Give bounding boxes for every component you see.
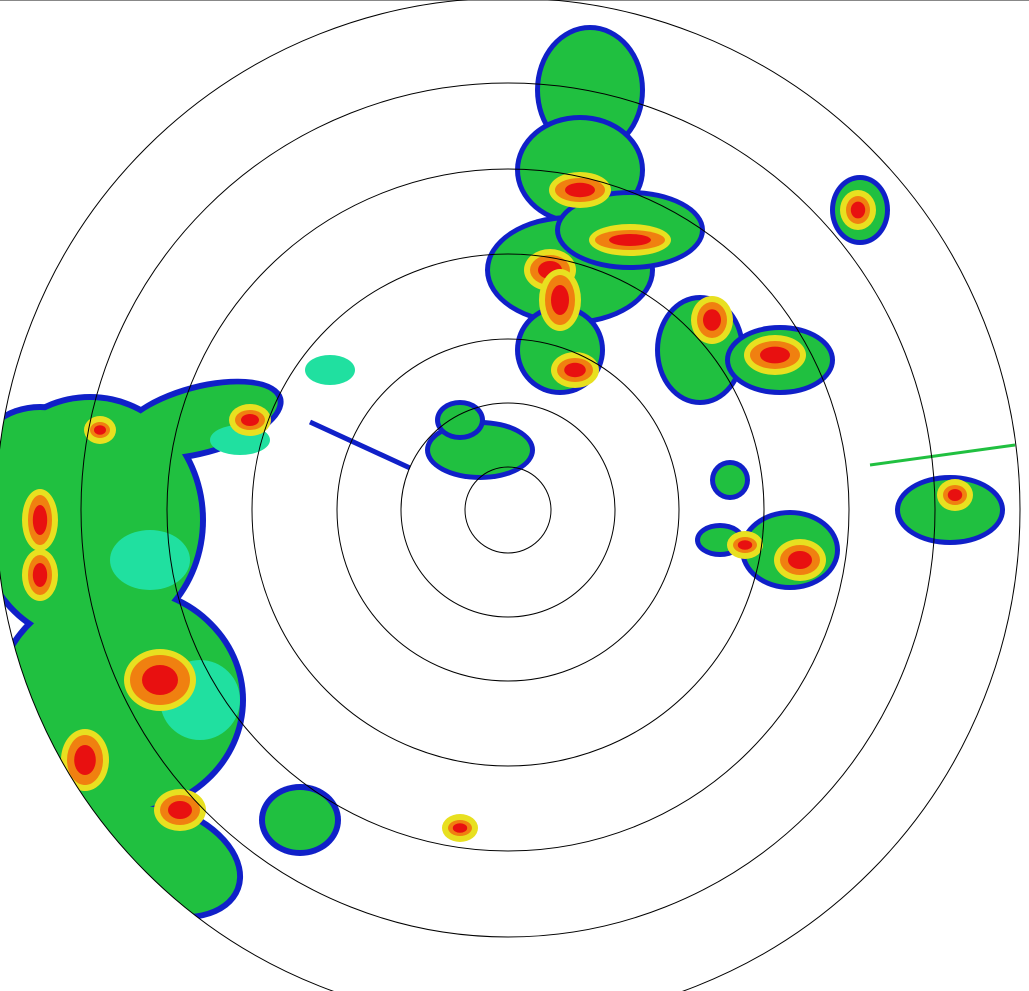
range-ring-3 — [336, 338, 680, 682]
echo-extreme — [74, 745, 96, 775]
echo-extreme — [737, 540, 753, 550]
echo-extreme — [565, 182, 595, 198]
echo-extreme — [788, 551, 812, 569]
echo-extreme — [94, 425, 106, 435]
echo-extreme — [241, 414, 259, 426]
range-ring-5 — [166, 168, 850, 852]
echo-region — [265, 790, 335, 850]
echo-extreme — [32, 505, 48, 535]
window-border — [0, 0, 1029, 1]
echo-extreme — [947, 489, 963, 501]
echo-extreme — [551, 285, 569, 315]
echo-extreme — [452, 823, 468, 833]
echo-extreme — [609, 234, 651, 246]
echo-extreme — [32, 563, 48, 587]
echo-light — [110, 530, 190, 590]
radial-spike — [308, 419, 412, 471]
range-ring-4 — [251, 253, 765, 767]
echo-region — [0, 410, 100, 510]
echo-cell — [440, 405, 480, 435]
echo-cell — [715, 465, 745, 495]
echo-extreme — [703, 309, 721, 331]
echo-extreme — [142, 665, 178, 695]
echo-extreme — [168, 801, 192, 819]
precipitation-echoes — [0, 25, 1016, 921]
echo-extreme — [564, 362, 586, 378]
range-ring-2 — [400, 402, 616, 618]
echo-extreme — [850, 201, 866, 219]
echo-light — [305, 355, 355, 385]
range-ring-6 — [80, 82, 936, 938]
echo-extreme — [760, 346, 790, 364]
range-ring-1 — [464, 466, 552, 554]
radial-spike — [869, 443, 1016, 467]
